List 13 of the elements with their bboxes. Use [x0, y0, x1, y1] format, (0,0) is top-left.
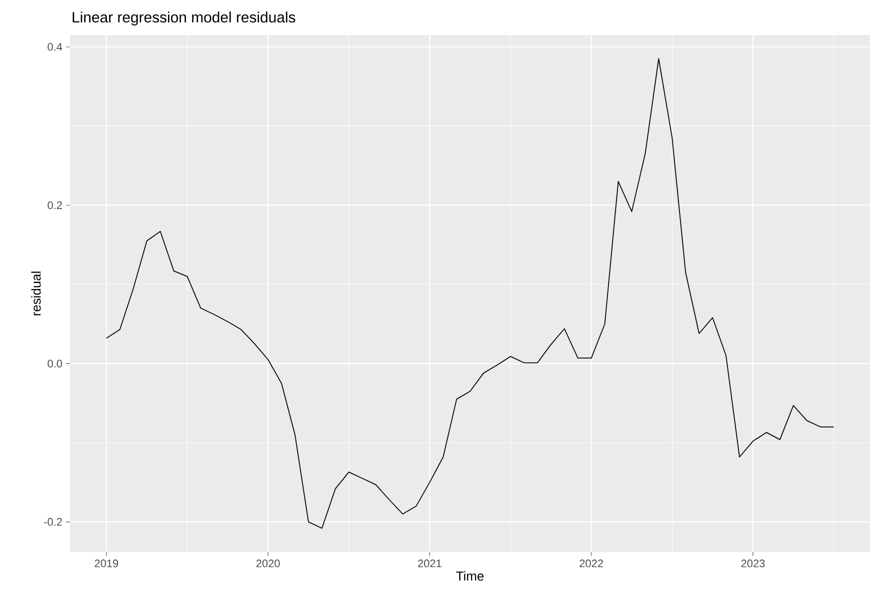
y-tick-label: -0.2: [44, 518, 62, 526]
x-tick-label: 2023: [741, 560, 765, 568]
chart-title: Linear regression model residuals: [72, 12, 296, 26]
x-tick-label: 2019: [94, 560, 118, 568]
x-tick-label: 2020: [256, 560, 280, 568]
y-axis-title: residual: [31, 272, 41, 316]
x-tick-label: 2022: [580, 560, 603, 568]
line-series: [106, 58, 834, 529]
y-tick-label: 0.4: [48, 43, 62, 51]
y-tick-label: 0.0: [48, 360, 62, 368]
y-tick-label: 0.2: [48, 201, 62, 210]
x-tick-label: 2021: [418, 560, 442, 568]
x-axis-title: Time: [456, 571, 484, 581]
